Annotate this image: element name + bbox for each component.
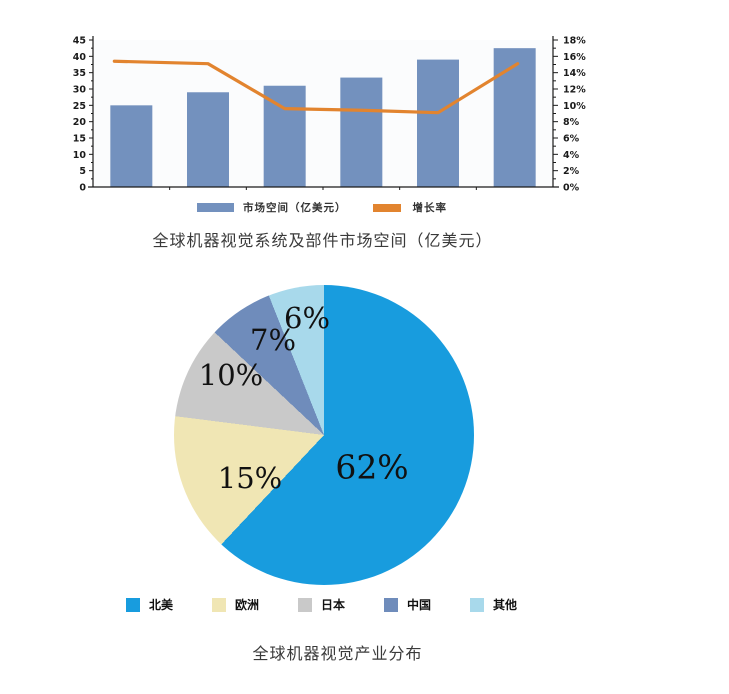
pie-legend-item: 欧洲 [212, 596, 284, 613]
north-america-swatch [126, 597, 140, 612]
pie-legend: 北美 欧洲 日本 中国 其他 [126, 596, 542, 613]
pie-chart-caption: 全球机器视觉产业分布 [252, 646, 423, 663]
svg-text:25: 25 [73, 101, 86, 112]
svg-text:30: 30 [73, 85, 87, 96]
bar-chart-caption: 全球机器视觉系统及部件市场空间（亿美元） [152, 233, 493, 250]
pie-slice-label: 10% [198, 358, 264, 392]
pie-slice-label: 62% [335, 447, 409, 487]
pie-slice-label: 6% [283, 301, 331, 335]
svg-text:8%: 8% [563, 117, 580, 128]
japan-swatch [298, 597, 312, 612]
svg-text:6%: 6% [563, 134, 580, 145]
line-series-label: 增长率 [412, 202, 447, 214]
svg-text:5: 5 [79, 166, 86, 177]
line-series-swatch [372, 203, 401, 212]
svg-text:10: 10 [73, 150, 87, 161]
bar-series-swatch [197, 203, 234, 212]
svg-text:35: 35 [73, 68, 86, 79]
pie-legend-item: 日本 [298, 596, 370, 613]
north-america-label: 北美 [149, 598, 174, 612]
svg-text:0: 0 [79, 183, 86, 194]
svg-text:16%: 16% [563, 52, 586, 63]
pie-legend-item: 中国 [384, 596, 456, 613]
legend-item-market-space: 市场空间（亿美元） [197, 200, 347, 215]
others-swatch [470, 597, 484, 612]
pie-legend-item: 北美 [126, 596, 198, 613]
pie-legend-item: 其他 [470, 596, 542, 613]
pie-slice-label: 15% [217, 461, 283, 495]
svg-text:14%: 14% [563, 68, 586, 79]
pie-chart: 62% 15% 10% 7% 6% [174, 285, 474, 585]
bar-line-chart: 0 5 10 15 20 25 30 35 40 45 0% 2% 4% 6% 8% 10% 12% 14% 16%… [55, 25, 640, 203]
svg-text:15: 15 [73, 134, 86, 145]
others-label: 其他 [493, 598, 518, 612]
svg-text:40: 40 [73, 52, 87, 63]
svg-text:18%: 18% [563, 36, 586, 47]
china-swatch [384, 597, 398, 612]
legend-item-growth-rate: 增长率 [347, 200, 448, 215]
svg-text:2%: 2% [563, 166, 580, 177]
pie-circle [174, 285, 474, 585]
europe-swatch [212, 597, 226, 612]
svg-text:0%: 0% [563, 183, 580, 194]
svg-text:20: 20 [73, 117, 87, 128]
svg-text:4%: 4% [563, 150, 580, 161]
bar-line-legend: 市场空间（亿美元） 增长率 [197, 200, 447, 215]
bar-line-chart-canvas: 0 5 10 15 20 25 30 35 40 45 0% 2% 4% 6% 8% 10% 12% 14% 16%… [73, 36, 586, 194]
europe-label: 欧洲 [235, 598, 260, 612]
pie-slice-label: 7% [249, 323, 297, 357]
china-label: 中国 [407, 598, 432, 612]
svg-text:12%: 12% [563, 85, 586, 96]
svg-text:10%: 10% [563, 101, 586, 112]
svg-text:45: 45 [73, 36, 86, 47]
japan-label: 日本 [321, 598, 346, 612]
bar-series-label: 市场空间（亿美元） [243, 202, 347, 214]
